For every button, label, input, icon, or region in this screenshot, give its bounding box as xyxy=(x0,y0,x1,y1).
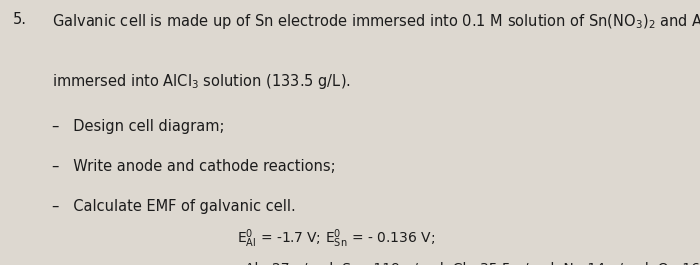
Text: immersed into AlCl$_{3}$ solution (133.5 g/L).: immersed into AlCl$_{3}$ solution (133.5… xyxy=(52,72,351,91)
Text: Al - 27 g/mol; Sn - 119 g/mol; Cl - 35.5 g/mol; N - 14 g/mol; O - 16 g/mol.: Al - 27 g/mol; Sn - 119 g/mol; Cl - 35.5… xyxy=(245,262,700,265)
Text: –   Design cell diagram;: – Design cell diagram; xyxy=(52,119,225,134)
Text: –   Write anode and cathode reactions;: – Write anode and cathode reactions; xyxy=(52,159,336,174)
Text: 5.: 5. xyxy=(13,12,27,27)
Text: Galvanic cell is made up of Sn electrode immersed into 0.1 M solution of Sn(NO$_: Galvanic cell is made up of Sn electrode… xyxy=(52,12,700,31)
Text: –   Calculate EMF of galvanic cell.: – Calculate EMF of galvanic cell. xyxy=(52,199,296,214)
Text: E$^{0}_{\mathrm{Al}}$ = -1.7 V; E$^{0}_{\mathrm{Sn}}$ = - 0.136 V;: E$^{0}_{\mathrm{Al}}$ = -1.7 V; E$^{0}_{… xyxy=(237,228,435,250)
